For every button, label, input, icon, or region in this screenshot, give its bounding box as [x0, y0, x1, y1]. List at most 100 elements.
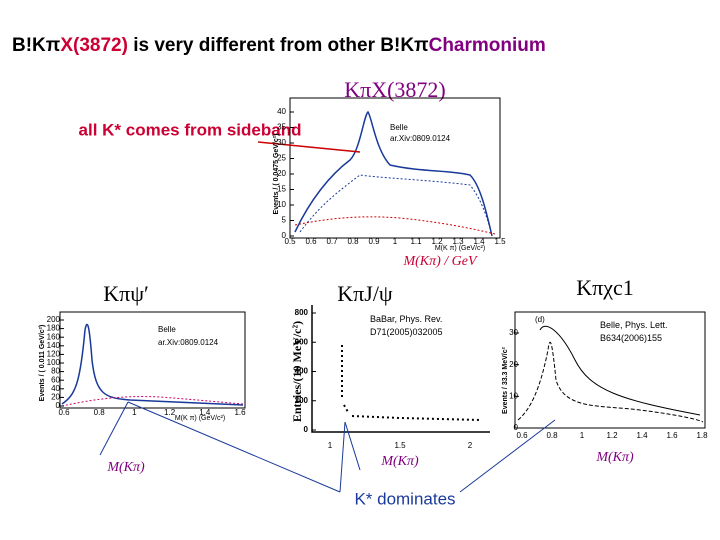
x-tick-label: 0.6 — [58, 408, 70, 417]
x-tick-label: 1.2 — [431, 237, 443, 246]
reference: Belle, Phys. Lett. B634(2006)155 — [600, 320, 668, 343]
y-tick-label: 10 — [509, 391, 518, 400]
y-tick-label: 30 — [509, 328, 518, 337]
x-axis-label: M(K π) (GeV/c²) — [435, 245, 485, 252]
y-tick-label: 160 — [47, 332, 61, 341]
panel-label: Kπχc1 — [576, 275, 634, 300]
source-label: Belle — [158, 325, 176, 334]
x-tick-label: 0.8 — [94, 408, 106, 417]
fit-curve — [539, 325, 701, 416]
reference: BaBar, Phys. Rev. D71(2005)032005 — [370, 314, 443, 337]
fit-curve — [61, 323, 244, 406]
pointer-line — [344, 421, 361, 471]
y-axis-label: Events / ( 0.0475 GeV/c²) — [273, 134, 280, 215]
x-axis-label: M(K π) (GeV/c²) — [175, 415, 225, 422]
y-tick-label: 600 — [295, 337, 309, 346]
y-tick-label: 140 — [47, 341, 61, 350]
x-tick-label: 1.8 — [696, 431, 708, 440]
panel-label: Kπψ′ — [103, 281, 149, 306]
x-tick-label: 0.9 — [368, 237, 380, 246]
y-tick-label: 0 — [282, 231, 287, 240]
y-tick-label: 200 — [47, 315, 61, 324]
y-axis-label: Events / 33.3 MeV/c² — [502, 346, 509, 414]
x-tick-label: 0.6 — [516, 431, 528, 440]
y-tick-label: 800 — [295, 308, 309, 317]
x-tick-label: 1.5 — [494, 237, 506, 246]
x-tick-label: 1.2 — [164, 408, 176, 417]
x-tick-label: 1.2 — [606, 431, 618, 440]
footer-note: K* dominates — [354, 489, 455, 508]
y-tick-label: 40 — [51, 384, 60, 393]
y-tick-label: 40 — [277, 107, 286, 116]
reference: ar.Xiv:0809.0124 — [390, 134, 451, 143]
x-tick-label: 1 — [580, 431, 585, 440]
y-tick-label: 120 — [47, 350, 61, 359]
y-tick-label: 20 — [509, 360, 518, 369]
y-tick-label: 35 — [277, 123, 286, 132]
title-part: X(3872) — [60, 35, 128, 56]
y-tick-label: 25 — [277, 154, 286, 163]
data-points — [341, 345, 481, 421]
x-tick-label: 1.3 — [452, 237, 464, 246]
y-tick-label: 200 — [295, 396, 309, 405]
fit-curve — [61, 396, 244, 407]
title-part: is very different from other B!Kπ — [128, 35, 429, 56]
panel-tag: (d) — [535, 315, 545, 324]
y-tick-label: 30 — [277, 138, 286, 147]
title-part: B!Kπ — [12, 35, 61, 56]
y-tick-label: 100 — [47, 358, 61, 367]
x-tick-label: 0.6 — [305, 237, 317, 246]
axis-caption: M(Kπ) — [106, 460, 145, 475]
x-tick-label: 1.5 — [394, 441, 406, 450]
y-tick-label: 400 — [295, 367, 309, 376]
x-tick-label: 2 — [468, 441, 473, 450]
fit-curve — [299, 174, 493, 237]
x-tick-label: 1 — [132, 408, 137, 417]
fit-curve — [517, 341, 704, 423]
pointer-line — [127, 401, 341, 493]
x-tick-label: 0.5 — [284, 237, 296, 246]
y-tick-label: 10 — [277, 200, 286, 209]
y-tick-label: 80 — [51, 367, 60, 376]
y-axis-label: Events / ( 0.011 GeV/c²) — [39, 325, 46, 402]
y-tick-label: 15 — [277, 185, 286, 194]
title-part: Charmonium — [429, 35, 546, 56]
x-tick-label: 0.8 — [546, 431, 558, 440]
panel-label: KπJ/ψ — [337, 281, 393, 306]
y-tick-label: 5 — [282, 216, 287, 225]
y-tick-label: 20 — [51, 393, 60, 402]
y-tick-label: 180 — [47, 324, 61, 333]
x-tick-label: 1.1 — [410, 237, 422, 246]
plot-frame — [311, 305, 490, 433]
x-tick-label: 1 — [393, 237, 398, 246]
annotation: all K* comes from sideband — [79, 120, 302, 139]
pointer-line — [339, 421, 346, 493]
axis-caption: M(Kπ) — [380, 454, 419, 469]
source-label: Belle — [390, 123, 408, 132]
plot-frame — [59, 311, 246, 409]
fit-curve — [294, 110, 493, 237]
pointer-line — [99, 401, 129, 456]
x-tick-label: 0.7 — [326, 237, 338, 246]
x-tick-label: 1.4 — [199, 408, 211, 417]
reference: ar.Xiv:0809.0124 — [158, 338, 219, 347]
y-tick-label: 0 — [56, 401, 61, 410]
x-tick-label: 1.4 — [473, 237, 485, 246]
y-tick-label: 0 — [304, 425, 309, 434]
x-tick-label: 1.6 — [666, 431, 678, 440]
x-tick-label: 1.6 — [234, 408, 246, 417]
arrow — [257, 141, 361, 153]
y-tick-label: 20 — [277, 169, 286, 178]
plot-frame — [514, 311, 706, 429]
y-axis-label: Entries/(10 MeV/c²) — [290, 321, 304, 422]
axis-caption: M(Kπ) — [595, 450, 634, 465]
x-tick-label: 0.8 — [347, 237, 359, 246]
x-tick-label: 1.4 — [636, 431, 648, 440]
axis-caption: M(Kπ) / GeV — [402, 254, 478, 269]
x-tick-label: 1 — [328, 441, 333, 450]
slide-title: B!KπX(3872) is very different from other… — [12, 35, 546, 56]
fit-curve — [294, 216, 496, 235]
plot-frame — [289, 97, 501, 239]
y-tick-label: 60 — [51, 375, 60, 384]
